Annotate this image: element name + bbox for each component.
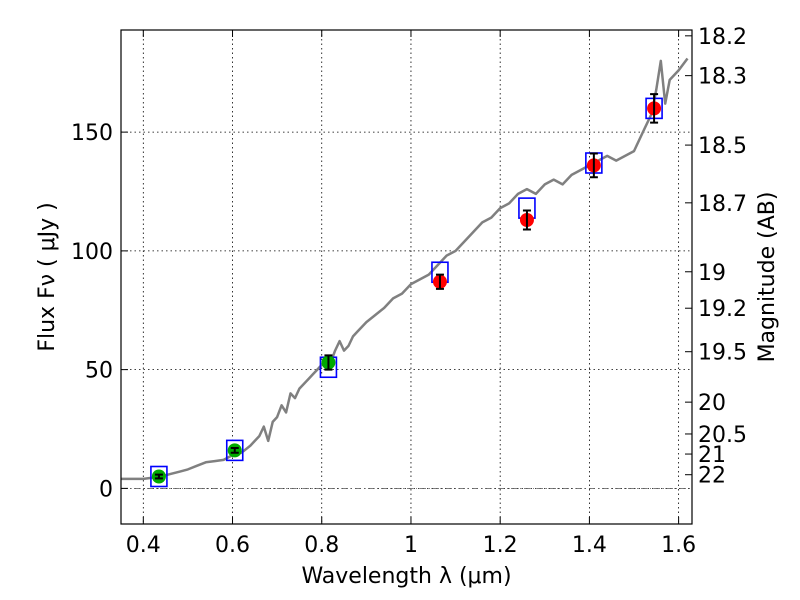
x-tick-label: 1 xyxy=(404,533,418,558)
magnitude-tick-label: 18.2 xyxy=(698,25,747,50)
x-tick-label: 1.4 xyxy=(572,533,607,558)
y-tick-label: 100 xyxy=(71,240,113,265)
y-tick-label: 50 xyxy=(85,359,113,384)
magnitude-tick-label: 19 xyxy=(698,261,726,286)
y-axis-label: Flux Fν ( μJy ) xyxy=(35,202,60,351)
magnitude-tick-label: 21 xyxy=(698,443,726,468)
plot-frame xyxy=(120,29,693,525)
x-tick-label: 1.2 xyxy=(483,533,518,558)
y2-axis-label: Magnitude (AB) xyxy=(755,192,780,363)
x-tick-label: 0.6 xyxy=(215,533,250,558)
y-tick-label: 0 xyxy=(99,477,113,502)
magnitude-tick-label: 18.5 xyxy=(698,134,747,159)
synthetic-photometry-box xyxy=(225,439,244,462)
x-tick-label: 0.4 xyxy=(126,533,161,558)
magnitude-tick-label: 20.5 xyxy=(698,423,747,448)
grid-lines xyxy=(121,30,692,524)
axis-ticks: 0.4 0.6 0.8 1 1.2 1.4 1.6 0 50 100 150 18.2 18.3 18.5… xyxy=(71,25,747,558)
model-spectrum-series xyxy=(121,57,689,481)
x-tick-label: 0.8 xyxy=(304,533,339,558)
x-axis-label: Wavelength λ (μm) xyxy=(301,564,511,589)
magnitude-tick-label: 20 xyxy=(698,391,726,416)
magnitude-tick-label: 18.3 xyxy=(698,65,747,90)
magnitude-tick-label: 19.5 xyxy=(698,341,747,366)
observed-photometry-series xyxy=(151,93,662,484)
magnitude-tick-label: 18.7 xyxy=(698,192,747,217)
synthetic-photometry-box xyxy=(150,465,168,488)
magnitude-tick-label: 22 xyxy=(698,464,726,489)
synthetic-photometry-series xyxy=(150,97,663,488)
y-tick-label: 150 xyxy=(71,121,113,146)
x-tick-label: 1.6 xyxy=(661,533,696,558)
model-spectrum-line xyxy=(121,57,689,481)
magnitude-tick-label: 19.2 xyxy=(698,297,747,322)
